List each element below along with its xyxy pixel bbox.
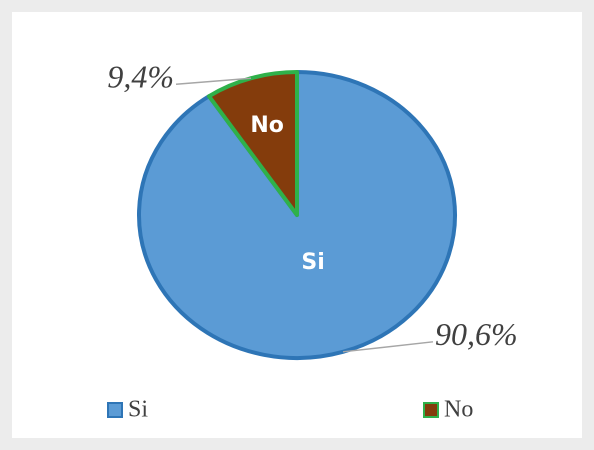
legend-swatch bbox=[423, 402, 439, 418]
pie-slice bbox=[207, 70, 299, 217]
legend-swatch bbox=[107, 402, 123, 418]
slice-label: No bbox=[250, 113, 284, 138]
leader-line bbox=[342, 341, 434, 353]
legend-label: No bbox=[444, 397, 473, 423]
legend-label: Si bbox=[128, 397, 148, 423]
leader-line bbox=[175, 77, 252, 85]
slice-label: Si bbox=[301, 250, 324, 275]
value-label: 9,4% bbox=[107, 59, 174, 95]
value-label: 90,6% bbox=[435, 316, 518, 352]
